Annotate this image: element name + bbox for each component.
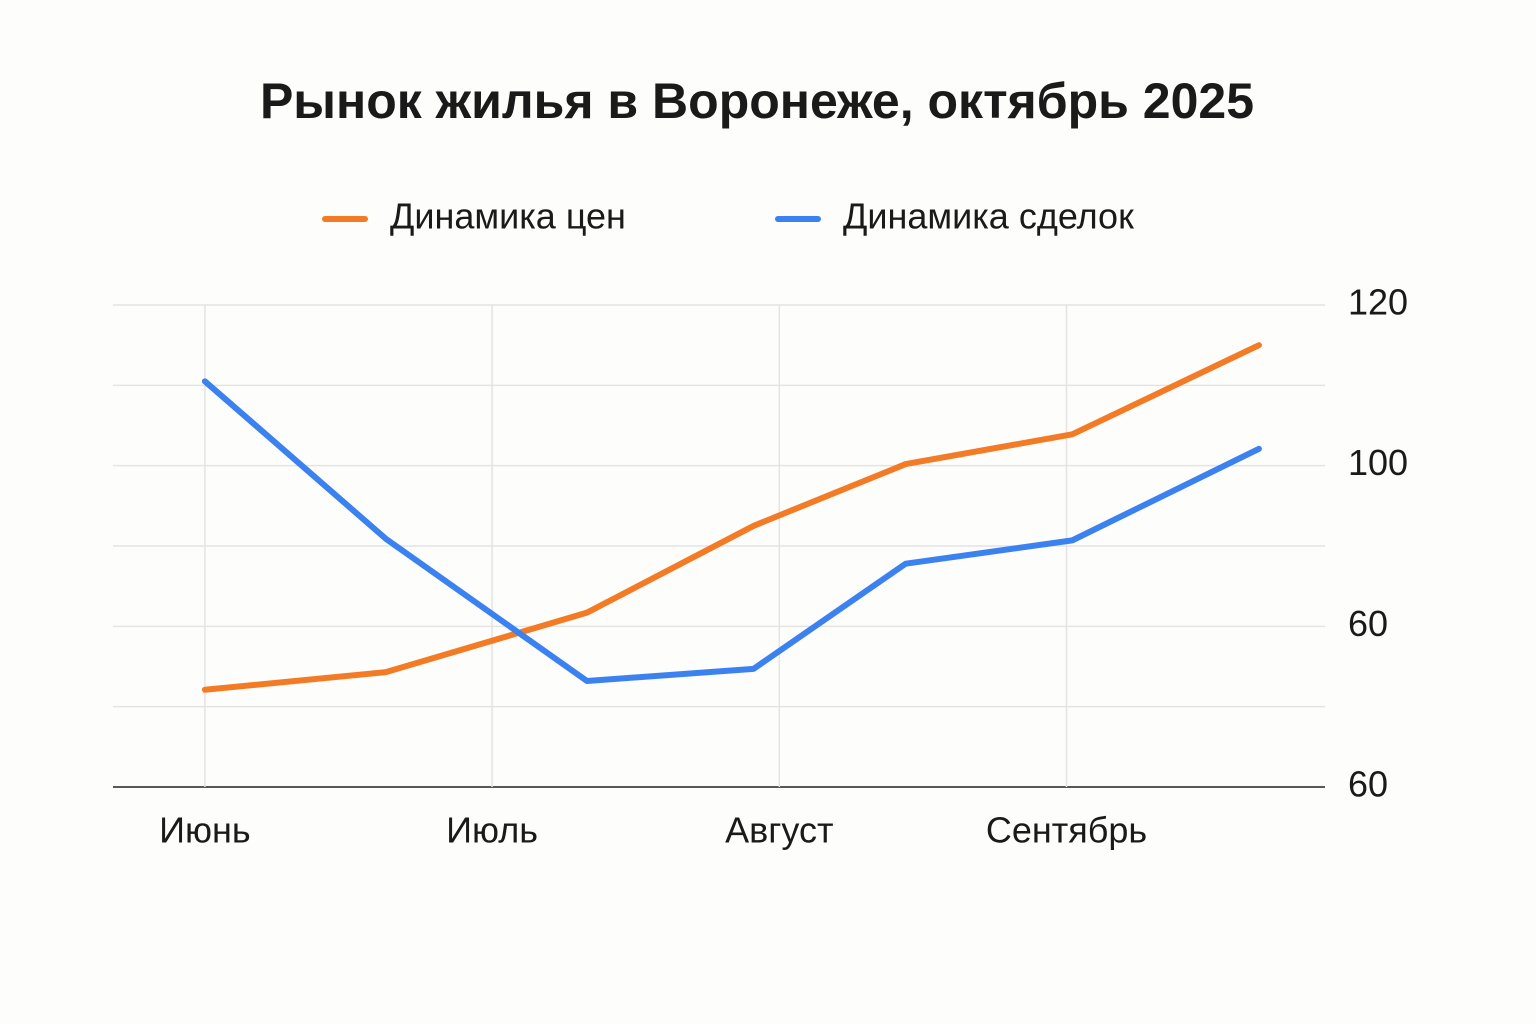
line-series — [201, 378, 1262, 684]
y-tick-label: 120 — [1348, 282, 1408, 323]
x-tick-label: Июнь — [159, 810, 251, 851]
x-tick-label: Июль — [446, 810, 538, 851]
x-tick-label: Сентябрь — [986, 810, 1147, 851]
chart-title: Рынок жилья в Воронеже, октябрь 2025 — [260, 73, 1254, 129]
y-tick-label: 60 — [1348, 603, 1388, 644]
legend-label: Динамика сделок — [843, 196, 1134, 237]
line-series — [201, 342, 1262, 693]
y-tick-label: 60 — [1348, 764, 1388, 805]
x-tick-label: Август — [725, 810, 833, 851]
y-tick-label: 100 — [1348, 442, 1408, 483]
legend-label: Динамика цен — [390, 196, 626, 237]
